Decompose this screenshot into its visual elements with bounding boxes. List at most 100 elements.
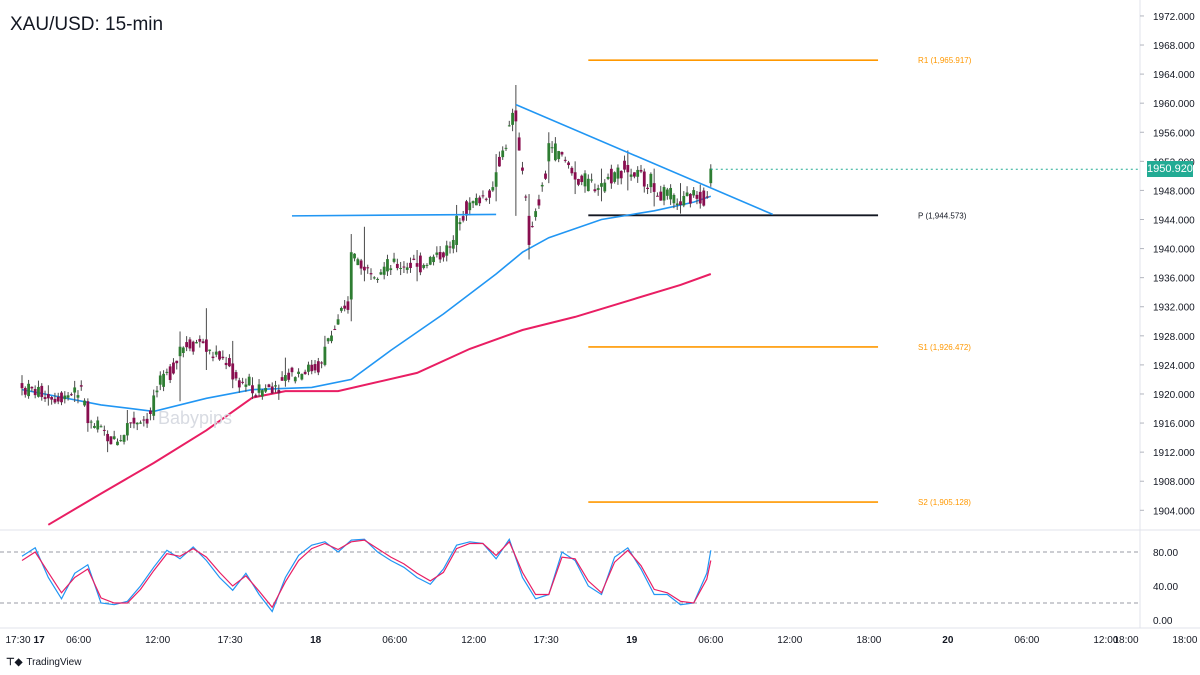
trendline [291,213,497,217]
watermark: Babypips [158,408,233,428]
candle-body [567,162,570,166]
candle-body [178,346,182,357]
candle-body [175,360,179,364]
pivot-label: P (1,944.573) [918,211,967,220]
x-tick-label: 17 [34,635,46,646]
pivot-label: R1 (1,965.917) [918,56,972,65]
candle-body [320,362,324,364]
candle-body [76,395,80,398]
candle-body [204,339,208,352]
candle-body [316,361,320,373]
candle-body [600,183,603,187]
candle-body [583,173,587,187]
candle-body [349,252,353,300]
candle-body [435,252,439,255]
x-tick-label: 06:00 [1014,635,1039,646]
candle-body [553,143,557,161]
candle-body [303,371,307,375]
candle-body [392,258,396,262]
candle-body [267,384,271,388]
candle-body [415,263,419,267]
candle-body [458,222,462,225]
candle-body [264,388,268,392]
candle-body [514,110,518,122]
candle-body [521,167,524,171]
candle-body [30,386,34,389]
candle-body [577,178,580,185]
candle-body [89,421,93,423]
candle-body [547,143,551,162]
candle-body [692,190,696,196]
y-tick-label: 1904.000 [1153,506,1195,517]
x-tick-label: 06:00 [698,635,723,646]
oscillator-line [21,537,712,613]
candle-body [284,375,287,381]
candle-body [356,259,360,266]
candle-body [659,191,663,201]
candle-body [606,176,610,179]
candle-body [550,147,554,149]
candle-body [287,372,291,380]
candle-body [228,358,231,367]
pivot-label: S2 (1,905.128) [918,498,971,507]
y-tick-label: 1972.000 [1153,12,1195,23]
candle-body [619,170,623,179]
tradingview-brand[interactable]: ⊤◆ TradingView [6,657,81,668]
candle-body [633,172,636,177]
x-tick-label: 18:00 [856,635,881,646]
candle-body [372,277,376,279]
candle-body [73,387,77,393]
candle-body [224,362,228,366]
candle-body [402,266,406,268]
candle-body [23,387,27,395]
candle-body [491,187,495,191]
candle-body [448,246,452,248]
candle-body [665,189,669,196]
y-tick-label: 1936.000 [1153,274,1195,285]
x-tick-label: 20 [942,635,954,646]
candle-body [642,171,646,187]
candle-body [116,441,119,446]
candle-body [418,255,422,273]
candle-body [517,137,521,151]
candle-body [158,375,162,385]
candle-body [369,273,373,275]
oscillator-tick-label: 80.00 [1153,548,1178,559]
candle-body [409,262,412,268]
candle-body [652,183,656,192]
candle-body [172,362,175,374]
candle-body [590,179,594,181]
candle-body [330,335,333,342]
candle-body [481,195,485,197]
brand-label: TradingView [26,657,82,668]
candle-body [37,386,40,397]
candle-body [293,377,297,382]
candle-body [389,268,393,271]
candle-body [679,201,682,205]
candle-body [609,168,613,184]
candle-body [488,190,491,198]
x-tick-label: 18 [310,635,322,646]
candle-body [96,420,100,430]
candle-body [274,385,277,387]
candle-body [221,356,225,359]
candle-body [560,152,564,155]
candle-body [152,395,156,416]
candle-body [27,383,30,397]
candle-body [603,182,607,192]
candle-body [50,397,54,400]
y-tick-label: 1964.000 [1153,70,1195,81]
candle-body [129,422,133,424]
candle-body [353,253,356,259]
candle-body [231,363,235,380]
candle-body [323,346,327,365]
candle-body [474,197,478,206]
candle-body [544,173,547,179]
oscillator-tick-label: 40.00 [1153,582,1178,593]
candle-body [698,191,702,204]
candle-body [300,373,304,380]
candle-body [461,216,465,221]
candle-body [290,367,294,373]
candle-body [195,342,198,344]
